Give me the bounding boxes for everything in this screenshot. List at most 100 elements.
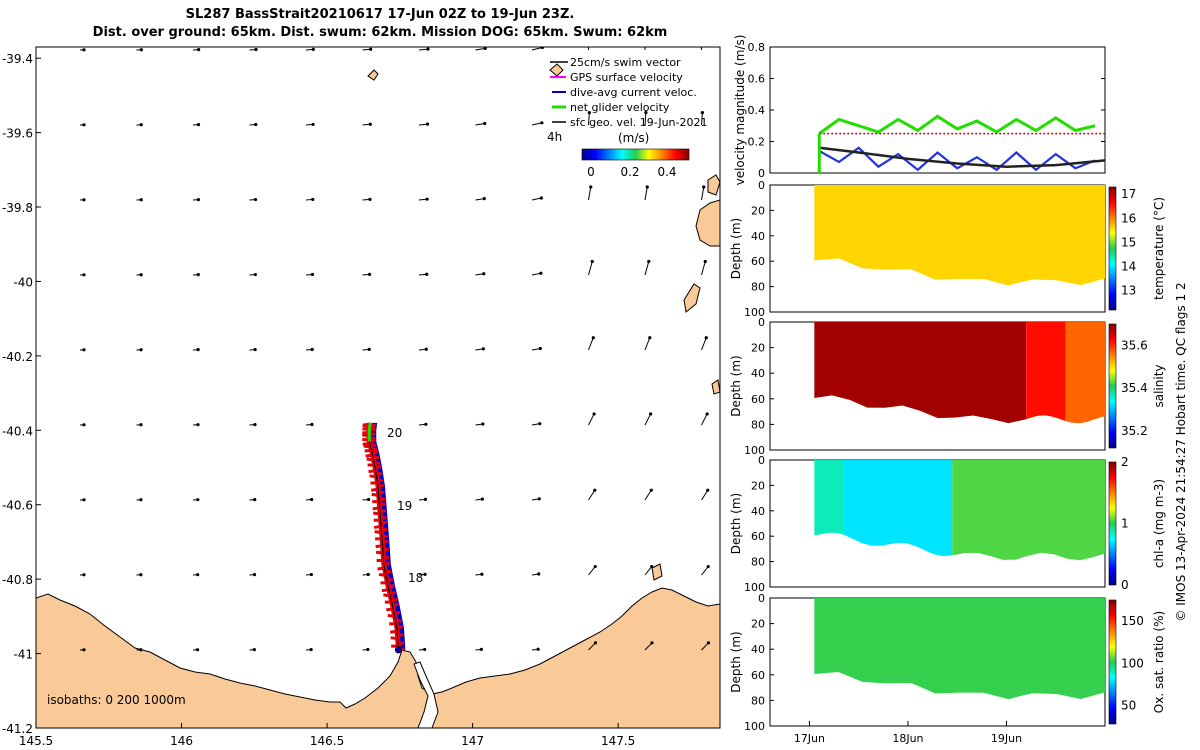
current-arrow-head: [196, 198, 200, 202]
current-arrow-head: [252, 648, 256, 652]
current-arrow-head: [82, 423, 86, 427]
current-arrow: [644, 642, 653, 651]
map-panel: 145.5 146 146.5 147 147.5 -39.4 -39.6 -39.8 -40…: [2, 37, 764, 748]
day-label-19: 19: [397, 499, 412, 513]
current-arrow-head: [587, 37, 590, 40]
current-arrow-head: [479, 647, 484, 651]
current-arrow-head: [139, 423, 143, 427]
current-arrow-head: [482, 197, 486, 201]
current-arrow-head: [649, 488, 653, 492]
current-arrow-head: [761, 336, 764, 339]
velocity-series-3: [819, 146, 1106, 168]
map-background: [36, 47, 720, 728]
current-arrow-head: [311, 122, 315, 127]
colorbar-label: chl-a (mg m-3): [1152, 479, 1166, 568]
current-arrow: [701, 413, 708, 426]
current-arrow: [644, 566, 653, 576]
current-arrow-head: [648, 336, 652, 340]
land-island-small-5: [549, 63, 564, 77]
current-arrow-head: [592, 412, 596, 416]
current-arrow: [701, 642, 709, 651]
current-arrow: [588, 642, 596, 651]
current-arrow-head: [253, 197, 258, 202]
time-tick-label: 17Jun: [794, 732, 825, 745]
map-ytick-label: -40.6: [2, 499, 33, 513]
depth-ytick-label: 60: [751, 530, 765, 543]
current-arrow: [531, 122, 542, 126]
time-tick-label: 19Jun: [991, 732, 1022, 745]
current-arrow-head: [139, 273, 143, 277]
section-colorbar: [1108, 461, 1117, 586]
depth-ytick-label: 80: [751, 418, 765, 431]
current-arrow-head: [483, 121, 487, 126]
velocity-lines: [817, 114, 1106, 173]
current-arrow-head: [643, 37, 646, 40]
current-arrow-head: [425, 122, 430, 126]
depth-ytick-label: 40: [751, 505, 765, 518]
current-arrow-head: [423, 647, 427, 652]
depth-ytick-label: 80: [751, 694, 765, 707]
current-arrow-head: [425, 272, 429, 276]
current-arrow-head: [482, 272, 486, 276]
map-ytick-label: -39.8: [2, 201, 33, 215]
copyright-label: © IMOS 13-Apr-2024 21:54:27 Hobart time.…: [1174, 282, 1188, 621]
current-arrow-head: [82, 348, 86, 352]
current-arrow-head: [254, 47, 258, 52]
map-ytick-label: -40.8: [2, 573, 33, 587]
current-arrow-head: [644, 111, 648, 115]
section-panel-0: 0 20 40 60 80 100 Depth (m) 13 14 15 16 17 temperatu…: [729, 179, 1166, 319]
colorbar-tick-label: 1: [1121, 517, 1129, 531]
map-ytick-label: -40.2: [2, 350, 33, 364]
colorbar-tick-label: 16: [1121, 211, 1136, 225]
map-ytick-label: -40.4: [2, 424, 33, 438]
current-arrow: [531, 47, 543, 51]
current-arrow-head: [705, 412, 709, 416]
land-flinders-island: [695, 199, 720, 247]
current-arrow-head: [590, 259, 594, 264]
colorbar-label: temperature (°C): [1152, 197, 1166, 300]
colorbar-tick-0: 0: [587, 165, 595, 179]
current-arrow-head: [537, 572, 541, 576]
current-arrow-head: [139, 498, 143, 502]
current-arrow-head: [253, 498, 257, 502]
colorbar-label: salinity: [1152, 364, 1166, 407]
glider-track: [362, 422, 406, 654]
colorbar-tick-label: 14: [1121, 260, 1136, 274]
colorbar-label: Ox. sat. ratio (%): [1152, 611, 1166, 713]
day-label-20: 20: [387, 426, 402, 440]
current-arrow-head: [480, 572, 484, 576]
current-arrow-head: [481, 422, 485, 426]
current-arrow-head: [82, 48, 86, 52]
track-start: [394, 646, 402, 654]
track-center: [368, 422, 399, 650]
current-arrow-head: [366, 647, 370, 652]
map-y-axis: -39.4 -39.6 -39.8 -40 -40.2 -40.4 -40.6 -40.8 -4…: [2, 52, 41, 736]
legend-current-velocity: dive-avg current veloc.: [570, 86, 697, 99]
current-arrow-head: [196, 348, 200, 352]
depth-ytick-label: 60: [751, 393, 765, 406]
current-arrow-head: [704, 336, 708, 340]
velocity-ytick-label: 0.4: [748, 104, 766, 117]
velocity-y-axis: 0 0.2 0.4 0.6 0.8: [748, 41, 1105, 180]
current-arrow-head: [197, 48, 201, 52]
current-arrow-head: [196, 423, 200, 427]
current-arrow-head: [425, 197, 429, 201]
section-fill: [843, 460, 953, 557]
current-arrow-head: [139, 648, 143, 652]
current-arrow-head: [311, 47, 315, 51]
colorbar-tick-2: 0.4: [657, 165, 676, 179]
depth-ytick-label: 60: [751, 255, 765, 268]
current-arrow-head: [645, 185, 649, 189]
current-arrow-head: [649, 412, 653, 416]
current-arrow: [644, 489, 652, 501]
current-arrow-head: [139, 48, 143, 52]
current-arrow-head: [82, 573, 86, 577]
map-xtick-label: 147.5: [601, 734, 635, 748]
current-arrow-head: [369, 47, 373, 51]
current-arrow: [588, 186, 592, 201]
depth-ytick-label: 60: [751, 669, 765, 682]
current-arrow: [701, 261, 706, 276]
depth-ytick-label: 80: [751, 281, 765, 294]
